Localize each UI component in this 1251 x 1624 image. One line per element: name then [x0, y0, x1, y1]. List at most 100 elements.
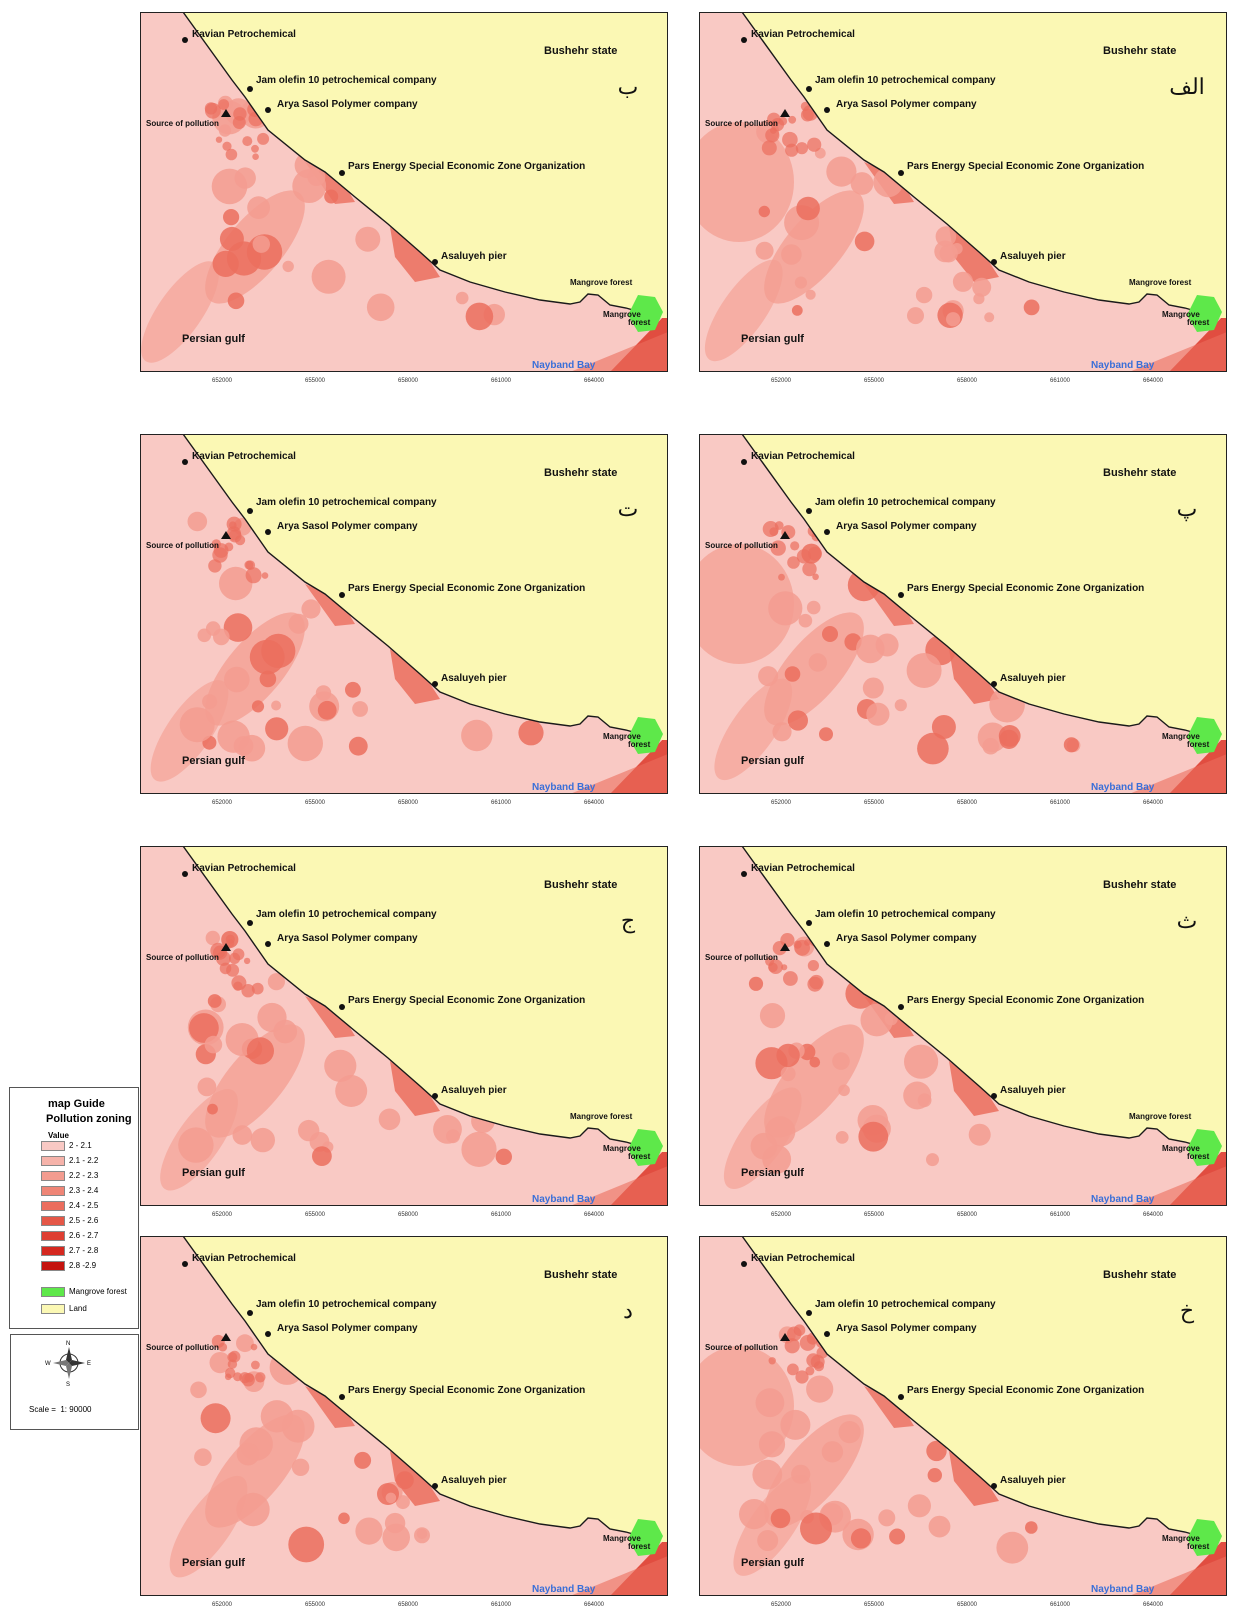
- plume-blob: [858, 1121, 889, 1152]
- kavian-marker: [182, 37, 188, 43]
- plume-blob: [915, 286, 933, 304]
- x-tick-label: 652000: [771, 1212, 792, 1218]
- mangrove-forest-area: [628, 1519, 663, 1556]
- label-mangrove-2: forest: [628, 1542, 651, 1551]
- plume-blob: [287, 725, 323, 762]
- plume-blob: [232, 1125, 253, 1145]
- plume-blob: [202, 694, 218, 710]
- plume-blob: [768, 591, 803, 626]
- x-tick-label: 658000: [957, 800, 978, 806]
- label-persian-gulf: Persian gulf: [741, 1167, 804, 1179]
- legend-class-label: 2 - 2.1: [69, 1141, 92, 1150]
- map-panel-te: Kavian Petrochemical Bushehr state Jam ole…: [140, 434, 670, 809]
- coastal-plume: [305, 1386, 355, 1428]
- plume-blob: [946, 312, 961, 327]
- pollution-plumes: [169, 1334, 668, 1596]
- x-tick-label: 652000: [212, 800, 233, 806]
- label-pars: Pars Energy Special Economic Zone Organi…: [348, 995, 585, 1006]
- label-asaluyeh: Asaluyeh pier: [441, 673, 507, 684]
- plume-blob: [802, 561, 817, 577]
- asaluyeh-marker: [432, 1483, 438, 1489]
- label-kavian: Kavian Petrochemical: [192, 863, 296, 874]
- arya-marker: [265, 1331, 271, 1337]
- pollution-plumes: [699, 521, 1227, 794]
- plume-blob: [795, 1370, 809, 1384]
- label-asaluyeh: Asaluyeh pier: [1000, 673, 1066, 684]
- label-pars: Pars Energy Special Economic Zone Organi…: [907, 1385, 1144, 1396]
- plume-blob: [907, 307, 924, 325]
- map-frame: [140, 846, 668, 1206]
- plume-blob: [889, 1528, 906, 1545]
- map-svg-jim: Kavian Petrochemical Bushehr state Jam ole…: [140, 846, 668, 1218]
- x-tick-label: 655000: [864, 378, 885, 384]
- arya-marker: [824, 941, 830, 947]
- plume-blob: [804, 939, 811, 946]
- plume-blob: [288, 613, 309, 634]
- jam-marker: [247, 920, 253, 926]
- plume-blob: [315, 685, 332, 701]
- x-tick-label: 661000: [1050, 1212, 1071, 1218]
- plume-blob: [238, 734, 266, 762]
- plume-blob: [207, 994, 222, 1008]
- arya-marker: [265, 107, 271, 113]
- plume-blob: [259, 670, 277, 688]
- coastal-plume: [305, 996, 355, 1038]
- land-area: [742, 846, 1227, 1152]
- jam-marker: [806, 508, 812, 514]
- x-tick-label: 661000: [1050, 1602, 1071, 1608]
- label-source: Source of pollution: [146, 541, 219, 550]
- plume-blob: [758, 205, 770, 218]
- legend-swatch-land: [41, 1304, 65, 1314]
- mangrove-forest-area: [1187, 295, 1222, 332]
- pars-marker: [339, 1394, 345, 1400]
- label-mangrove-2: forest: [628, 318, 651, 327]
- plume-fan: [704, 259, 783, 362]
- corner-plume: [570, 1556, 668, 1596]
- jam-marker: [806, 920, 812, 926]
- plume-blob: [355, 1517, 383, 1545]
- x-tick-label: 661000: [491, 1212, 512, 1218]
- kavian-marker: [741, 1261, 747, 1267]
- plume-blob: [465, 302, 494, 331]
- label-persian-gulf: Persian gulf: [741, 1557, 804, 1569]
- plume-blob: [860, 1003, 894, 1037]
- legend-class-label: 2.3 - 2.4: [69, 1186, 99, 1195]
- plume-blob: [461, 1131, 497, 1167]
- plume-blob: [798, 613, 813, 628]
- plume-blob: [345, 681, 361, 698]
- plume-blob: [894, 699, 907, 712]
- coastal-plume: [864, 1386, 914, 1428]
- x-tick-label: 664000: [1143, 1602, 1164, 1608]
- plume-blob: [750, 1132, 778, 1160]
- pars-marker: [898, 1004, 904, 1010]
- plume-blob: [352, 701, 368, 717]
- map-svg-b: Kavian Petrochemical Bushehr state Jam ole…: [140, 12, 668, 384]
- legend-swatch: [41, 1141, 65, 1151]
- plume-blob: [796, 196, 820, 221]
- label-source: Source of pollution: [705, 541, 778, 550]
- panel-letter: د: [623, 1299, 633, 1324]
- label-arya: Arya Sasol Polymer company: [836, 99, 977, 110]
- plume-blob: [226, 939, 235, 948]
- arya-marker: [265, 529, 271, 535]
- plume-blob: [787, 1363, 799, 1376]
- plume-blob: [311, 259, 346, 294]
- legend-swatch: [41, 1186, 65, 1196]
- label-mangrove-1: Mangrove: [1162, 732, 1200, 741]
- arya-marker: [265, 941, 271, 947]
- plume-blob: [232, 948, 245, 961]
- coastal-plume: [949, 1451, 999, 1506]
- plume-blob: [178, 1127, 214, 1163]
- land-area: [183, 1236, 668, 1542]
- plume-blob: [850, 1528, 872, 1549]
- label-arya: Arya Sasol Polymer company: [277, 933, 418, 944]
- plume-blob: [414, 1527, 430, 1544]
- plume-blob: [770, 1508, 791, 1529]
- plume-blob: [1025, 1521, 1038, 1534]
- plume-blob: [926, 1440, 947, 1462]
- label-mangrove-1: Mangrove: [603, 1144, 641, 1153]
- label-bushehr: Bushehr state: [1103, 1269, 1176, 1281]
- panel-letter: ت: [618, 497, 639, 522]
- label-asaluyeh: Asaluyeh pier: [441, 1085, 507, 1096]
- plume-blob: [934, 240, 957, 263]
